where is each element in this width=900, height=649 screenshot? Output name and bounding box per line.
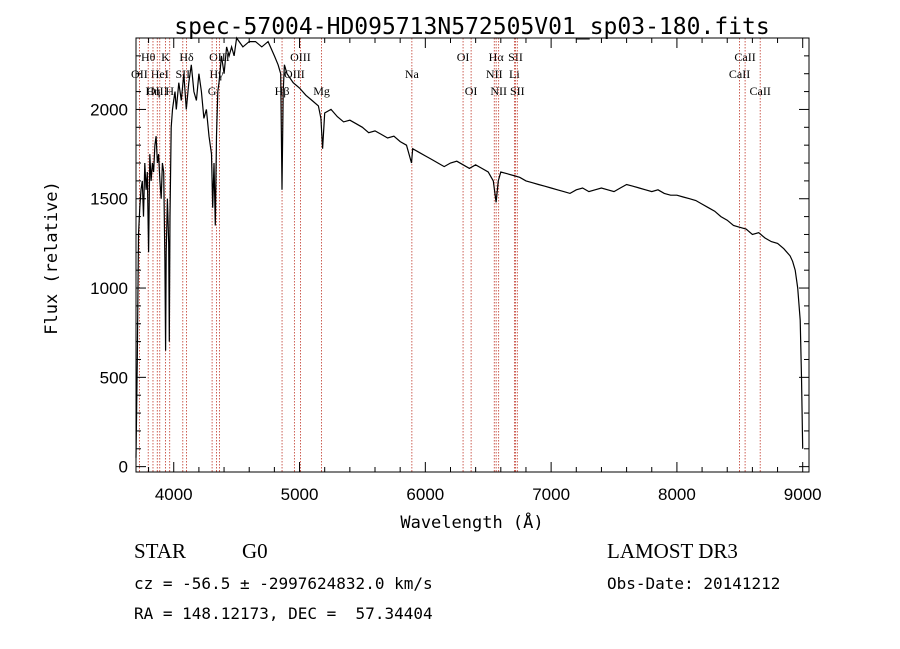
ra-dec-text: RA = 148.12173, DEC = 57.34404: [134, 604, 433, 623]
line-marker-label: Hδ: [179, 50, 194, 64]
x-axis-ticks: 4000 5000 6000 7000 8000 9000: [148, 38, 822, 504]
line-marker-label: HeI: [151, 67, 169, 81]
line-marker-label: Li: [509, 67, 520, 81]
line-marker-label: OI: [465, 84, 478, 98]
x-tick-label: 4000: [155, 485, 193, 504]
line-marker-label: CaII: [750, 84, 771, 98]
line-marker-label: OI: [457, 50, 470, 64]
line-marker-label: NII: [490, 84, 507, 98]
line-marker-label: NII: [486, 67, 503, 81]
line-marker-label: Hη: [146, 84, 161, 98]
line-marker-label: Hβ: [275, 84, 290, 98]
y-axis-label: Flux (relative): [42, 181, 62, 335]
line-marker-label: H: [165, 84, 174, 98]
x-axis-label: Wavelength (Å): [400, 511, 543, 533]
line-marker-label: Hα: [489, 50, 505, 64]
object-subclass: G0: [242, 539, 268, 563]
x-tick-label: 6000: [406, 485, 444, 504]
line-marker-label: SII: [508, 50, 523, 64]
line-marker-label: OIII: [290, 50, 311, 64]
y-tick-label: 2000: [90, 100, 128, 119]
line-marker-label: Mg: [313, 84, 330, 98]
obs-date-text: Obs-Date: 20141212: [607, 574, 781, 593]
line-marker-label: Hθ: [141, 50, 156, 64]
plot-frame: [135, 37, 810, 473]
survey-name: LAMOST DR3: [607, 539, 738, 563]
y-tick-label: 0: [119, 458, 128, 477]
x-tick-label: 7000: [532, 485, 570, 504]
line-marker-label: G: [208, 84, 217, 98]
y-tick-label: 1000: [90, 279, 128, 298]
x-tick-label: 5000: [281, 485, 319, 504]
y-tick-label: 1500: [90, 190, 128, 209]
line-marker-label: Na: [405, 67, 420, 81]
y-axis-ticks: 0 500 1000 1500 2000: [90, 55, 809, 477]
line-marker-label: OIII: [147, 84, 168, 98]
redshift-text: cz = -56.5 ± -2997624832.0 km/s: [134, 574, 433, 593]
line-marker-label: K: [161, 50, 170, 64]
line-marker-label: SII: [510, 84, 525, 98]
object-class: STAR: [134, 539, 186, 563]
y-tick-label: 500: [100, 368, 128, 387]
x-tick-label: 9000: [784, 485, 822, 504]
line-marker-label: CaII: [729, 67, 750, 81]
line-marker-label: CaII: [734, 50, 755, 64]
line-marker-label: OIII: [209, 50, 230, 64]
chart-title: spec-57004-HD095713N572505V01_sp03-180.f…: [174, 14, 769, 40]
x-tick-label: 8000: [658, 485, 696, 504]
spectrum-series-line: [135, 36, 804, 458]
